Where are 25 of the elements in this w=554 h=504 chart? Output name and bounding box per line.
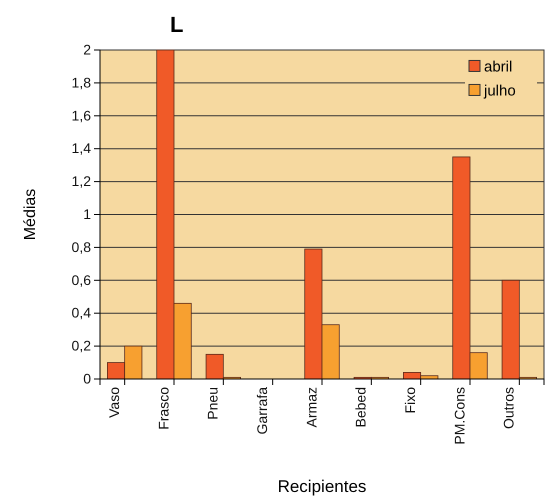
x-tick-label: Garrafa	[254, 386, 270, 434]
x-tick-label: Outros	[500, 387, 517, 430]
legend-label: julho	[483, 82, 516, 100]
x-tick-label: Pneu	[204, 387, 221, 420]
y-tick-label: 0	[83, 370, 92, 386]
y-tick-label: 1,4	[72, 140, 92, 156]
y-tick-label: 1	[83, 206, 92, 222]
chart-title: L	[170, 12, 184, 37]
x-tick-label: Vaso	[106, 386, 122, 418]
y-axis-title: Médias	[22, 188, 39, 240]
y-tick-label: 2	[83, 41, 92, 58]
x-tick-label: PM.Cons	[451, 387, 468, 445]
y-tick-label: 0,8	[72, 238, 92, 255]
x-tick-label: Bebed	[352, 387, 369, 428]
y-tick-label: 0,4	[72, 304, 92, 321]
y-tick-label: 0,2	[72, 338, 92, 354]
x-tick-label: Armaz	[303, 387, 320, 428]
y-tick-label: 1,8	[72, 74, 92, 90]
y-tick-label: 0,6	[72, 272, 92, 288]
x-tick-label: Fixo	[402, 386, 418, 414]
x-tick-label: Frasco	[155, 386, 172, 430]
y-tick-label: 1,6	[72, 107, 92, 124]
legend-label: abril	[484, 58, 512, 76]
y-tick-label: 1,2	[72, 173, 92, 190]
x-axis-title: Recipientes	[278, 477, 366, 496]
